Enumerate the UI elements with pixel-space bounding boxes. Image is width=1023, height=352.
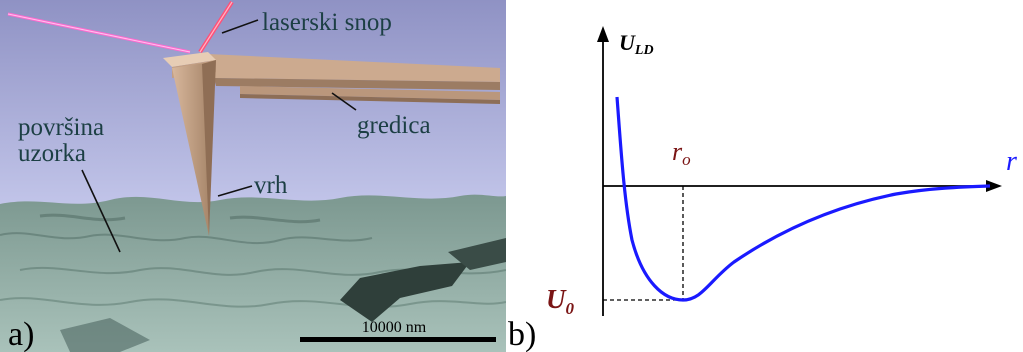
y-axis-arrow bbox=[597, 26, 609, 42]
label-vrh: vrh bbox=[254, 172, 288, 199]
x-axis-label: r bbox=[1006, 146, 1017, 177]
panel-label-a: a) bbox=[8, 316, 34, 352]
label-povrsina-uzorka: površina uzorka bbox=[18, 114, 110, 167]
y-axis-label-main: U bbox=[619, 30, 636, 55]
r0-label: ro bbox=[672, 137, 691, 169]
panel-label-b: b) bbox=[508, 316, 536, 352]
axes bbox=[597, 26, 1002, 316]
label-gredica: gredica bbox=[357, 112, 431, 139]
guide-lines bbox=[603, 186, 684, 301]
laser-beam bbox=[7, 0, 234, 54]
afm-illustration-panel: laserski snop gredica vrh površina uzork… bbox=[0, 0, 506, 352]
r0-label-main: r bbox=[672, 137, 683, 166]
y-axis-label: ULD bbox=[619, 30, 654, 58]
annotation-lines bbox=[81, 19, 357, 253]
sample-surface bbox=[0, 194, 506, 352]
u0-label: U0 bbox=[546, 284, 575, 318]
x-axis-arrow bbox=[986, 180, 1002, 192]
scale-bar-label: 10000 nm bbox=[362, 319, 427, 336]
potential-energy-diagram: ULD r ro U0 b) bbox=[508, 26, 1017, 352]
label-laserski-snop: laserski snop bbox=[262, 9, 392, 36]
y-axis-label-sub: LD bbox=[634, 43, 654, 58]
afm-tip bbox=[172, 60, 216, 236]
potential-curve bbox=[615, 96, 991, 302]
u0-label-main: U bbox=[546, 284, 567, 314]
r0-label-sub: o bbox=[682, 150, 691, 169]
u0-label-sub: 0 bbox=[566, 299, 575, 318]
scale-bar: 10000 nm bbox=[300, 319, 496, 342]
